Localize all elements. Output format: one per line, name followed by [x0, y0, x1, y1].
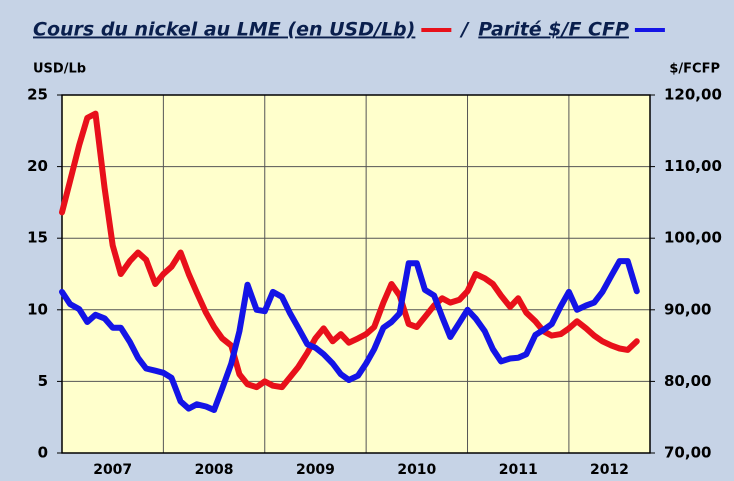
- x-tick-label: 2011: [499, 462, 538, 478]
- y2-axis-label: $/FCFP: [669, 62, 720, 77]
- x-tick-label: 2009: [296, 462, 335, 478]
- series-line: [59, 110, 640, 391]
- y2-tick-label: 70,00: [664, 444, 711, 462]
- y-tick-label: 5: [38, 372, 48, 390]
- y-tick-label: 25: [27, 86, 48, 104]
- y-tick-label: 20: [27, 157, 48, 175]
- plot-frame: [61, 94, 651, 454]
- legend-label: Cours du nickel au LME (en USD/Lb): [33, 19, 415, 41]
- y2-tick-label: 100,00: [664, 229, 722, 247]
- y2-tick-label: 80,00: [664, 372, 711, 390]
- x-tick-label: 2007: [93, 462, 132, 478]
- x-tick-label: 2010: [397, 462, 436, 478]
- legend: Cours du nickel au LME (en USD/Lb) / Parit…: [33, 19, 665, 41]
- y-tick-label: 10: [27, 300, 48, 318]
- x-tick-label: 2008: [195, 462, 234, 478]
- y-tick-label: 15: [27, 229, 48, 247]
- legend-label: Parité $/F CFP: [478, 19, 629, 41]
- x-tick-label: 2012: [590, 462, 629, 478]
- y2-tick-label: 120,00: [664, 86, 722, 104]
- legend-separator: /: [459, 19, 470, 41]
- y2-tick-label: 90,00: [664, 300, 711, 318]
- series-line: [59, 258, 640, 413]
- y2-tick-label: 110,00: [664, 157, 722, 175]
- y-axis-label: USD/Lb: [33, 62, 86, 77]
- y-tick-label: 0: [38, 444, 48, 462]
